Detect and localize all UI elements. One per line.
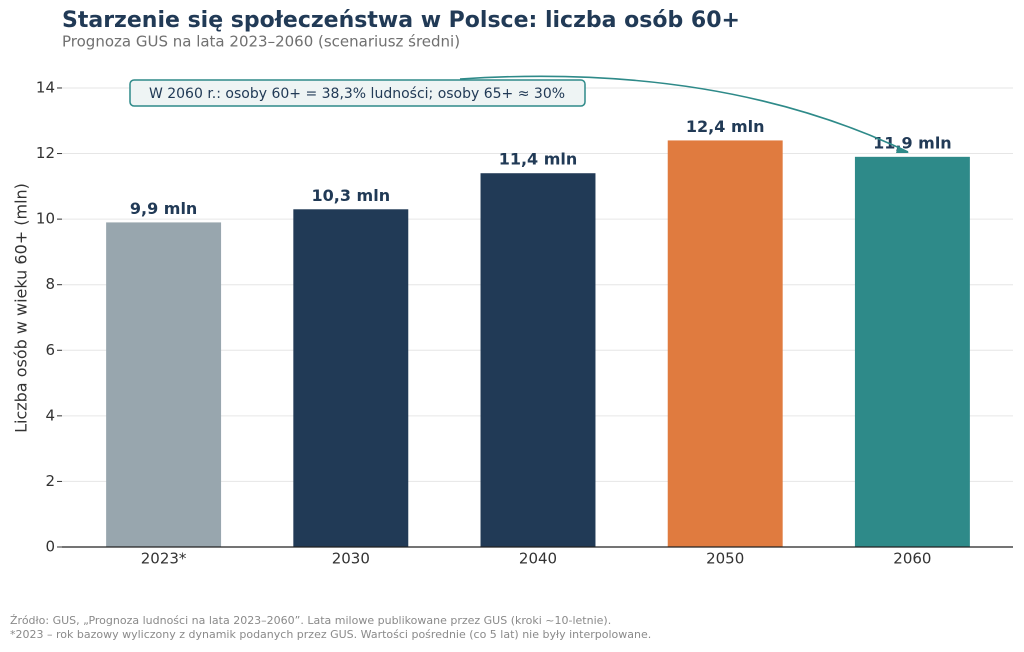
arrow-head xyxy=(896,146,909,153)
value-label: 9,9 mln xyxy=(130,199,197,218)
y-axis-label: Liczba osób w wieku 60+ (mln) xyxy=(12,183,31,433)
value-label: 12,4 mln xyxy=(686,117,765,136)
footnote: *2023 – rok bazowy wyliczony z dynamik p… xyxy=(10,628,651,641)
chart-subtitle: Prognoza GUS na lata 2023–2060 (scenariu… xyxy=(62,33,460,51)
y-tick-label: 12 xyxy=(36,144,55,162)
x-tick-label: 2060 xyxy=(893,550,931,568)
value-label: 11,4 mln xyxy=(499,150,578,169)
annotation-arrow xyxy=(459,75,909,153)
chart-title: Starzenie się społeczeństwa w Polsce: li… xyxy=(62,8,740,33)
bar xyxy=(854,156,970,547)
annotation: W 2060 r.: osoby 60+ = 38,3% ludności; o… xyxy=(149,86,565,102)
y-tick-label: 4 xyxy=(45,406,55,424)
annotation-box xyxy=(129,79,586,107)
footnote: Źródło: GUS, „Prognoza ludności na lata … xyxy=(10,614,611,627)
y-tick-label: 0 xyxy=(45,538,55,556)
bar xyxy=(667,140,783,548)
y-tick-label: 2 xyxy=(45,472,55,490)
x-tick-label: 2023* xyxy=(141,550,187,568)
x-tick-label: 2050 xyxy=(706,550,744,568)
x-tick-label: 2040 xyxy=(519,550,557,568)
x-tick-label: 2030 xyxy=(332,550,370,568)
value-label: 10,3 mln xyxy=(312,186,391,205)
value-label: 11,9 mln xyxy=(873,133,952,152)
bars: 2023* 9,9 mln 2030 10,3 mln 2040 11,4 mln 2050… xyxy=(106,117,970,568)
bar xyxy=(106,222,222,548)
y-tick-label: 14 xyxy=(36,78,55,96)
y-tick-label: 6 xyxy=(45,341,55,359)
y-tick-label: 10 xyxy=(36,210,55,228)
y-tick-label: 8 xyxy=(45,275,55,293)
bar xyxy=(293,209,409,547)
bar xyxy=(480,173,596,547)
